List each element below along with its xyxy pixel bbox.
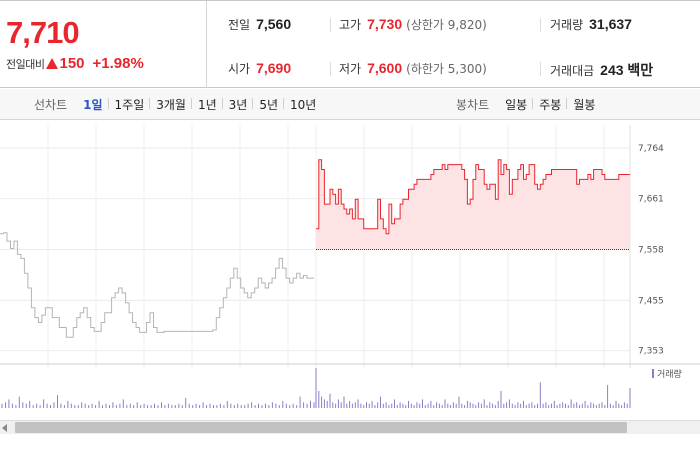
today-price-line: [316, 159, 630, 235]
change-value: 150: [59, 55, 85, 72]
divider: [540, 18, 541, 32]
stat-label: 저가: [339, 62, 362, 76]
stat-value: 7,560: [256, 16, 292, 32]
change-row: 전일대비 150 +1.98%: [6, 53, 144, 72]
today-area-fill: [316, 159, 630, 250]
stat-prev-close: 전일 7,560: [228, 16, 291, 33]
divider: [330, 18, 331, 32]
tab-daily[interactable]: 일봉: [505, 97, 528, 112]
stat-high: 고가 7,730 (상한가 9,820): [339, 16, 487, 33]
stat-value: 7,600: [367, 60, 403, 76]
divider: [330, 62, 331, 76]
y-tick-label: 7,661: [638, 195, 664, 205]
volume-legend-swatch: [652, 369, 654, 378]
candle-chart-tabs: 봉차트 일봉 주봉 월봉: [456, 89, 601, 119]
stat-value: 7,730: [367, 16, 403, 32]
stat-volume: 거래량 31,637: [550, 16, 632, 33]
upper-limit: (상한가 9,820): [406, 18, 487, 32]
current-price: 7,710: [6, 15, 80, 50]
line-chart-tabs: 선차트 1일 1주일 3개월 1년 3년 5년 10년: [34, 89, 322, 119]
stat-amount: 거래대금 243 백만: [550, 60, 653, 80]
tab-3m[interactable]: 3개월: [149, 96, 192, 113]
stat-label: 거래대금: [550, 64, 595, 78]
price-box: 7,710 전일대비 150 +1.98%: [0, 1, 207, 88]
divider: [540, 62, 541, 76]
volume-legend-label: 거래량: [657, 368, 682, 380]
y-tick-label: 7,353: [638, 347, 664, 357]
tab-10y[interactable]: 10년: [283, 96, 322, 113]
tab-monthly[interactable]: 월봉: [566, 96, 601, 113]
prev-session-line: [0, 232, 314, 338]
scroll-left-icon[interactable]: [2, 424, 7, 432]
up-triangle-icon: [46, 58, 59, 69]
scrollbar-thumb[interactable]: [15, 422, 627, 433]
y-tick-label: 7,558: [638, 245, 664, 255]
change-rate: +1.98%: [92, 55, 144, 72]
tab-3y[interactable]: 3년: [221, 96, 254, 113]
intraday-chart[interactable]: 7,764 7,661 7,558 7,455 7,353 거래량: [0, 120, 700, 420]
quote-summary: 7,710 전일대비 150 +1.98% 전일 7,560 시가 7,690 고가 7,…: [0, 0, 700, 88]
y-tick-label: 7,764: [638, 144, 664, 154]
lower-limit: (하한가 5,300): [406, 62, 487, 76]
y-tick-label: 7,455: [638, 296, 664, 306]
stat-value: 243 백만: [600, 62, 654, 78]
stat-low: 저가 7,600 (하한가 5,300): [339, 60, 487, 77]
chart-scrollbar[interactable]: [0, 420, 700, 434]
stat-label: 고가: [339, 18, 362, 32]
stat-value: 31,637: [589, 16, 632, 32]
chart-period-tabs: 선차트 1일 1주일 3개월 1년 3년 5년 10년 봉차트 일봉 주봉 월봉: [0, 89, 700, 120]
stat-open: 시가 7,690: [228, 60, 291, 77]
tab-weekly[interactable]: 주봉: [532, 96, 567, 113]
stat-label: 전일: [228, 18, 251, 32]
price-chart-svg: 7,764 7,661 7,558 7,455 7,353 거래량: [0, 125, 700, 408]
tab-1y[interactable]: 1년: [190, 96, 223, 113]
line-chart-label: 선차트: [34, 97, 68, 112]
tab-5y[interactable]: 5년: [252, 96, 284, 113]
stat-value: 7,690: [256, 60, 292, 76]
tab-1d[interactable]: 1일: [83, 97, 103, 112]
stat-label: 시가: [228, 62, 251, 76]
stat-label: 거래량: [550, 18, 584, 32]
change-label: 전일대비: [6, 58, 45, 71]
tab-1w[interactable]: 1주일: [107, 96, 151, 113]
candle-chart-label: 봉차트: [456, 97, 490, 112]
